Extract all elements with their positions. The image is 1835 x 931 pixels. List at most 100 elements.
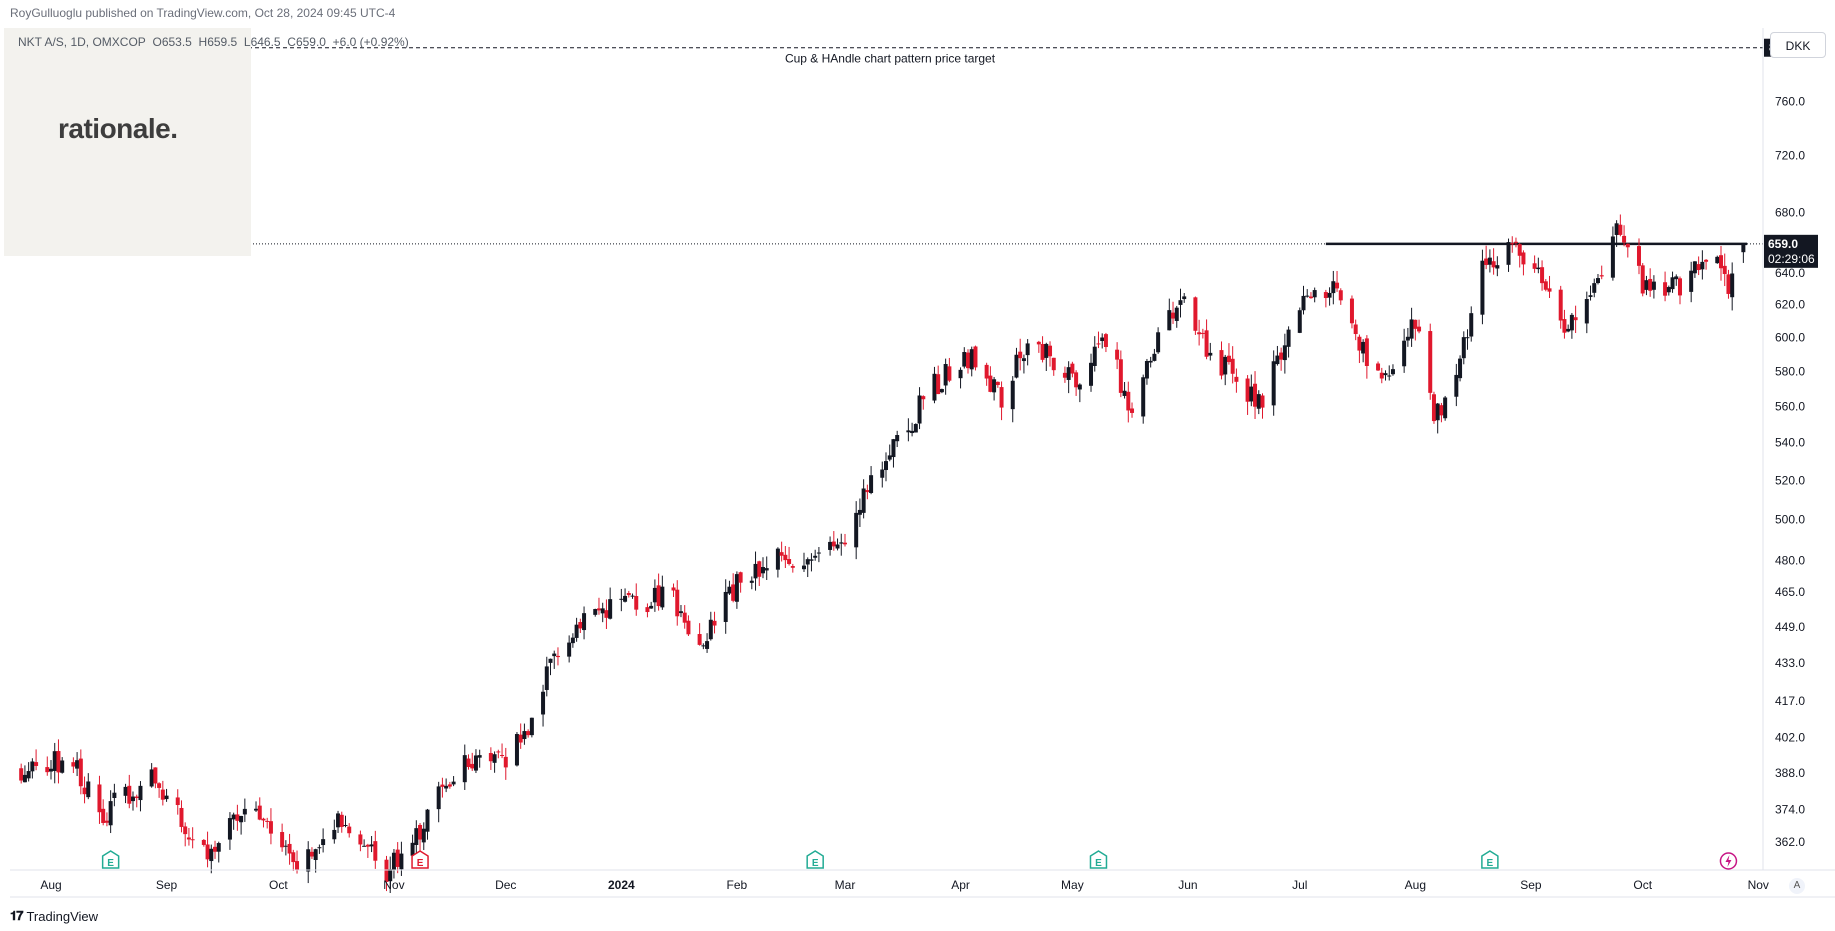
candle-body — [216, 843, 221, 852]
candle-body — [1465, 337, 1470, 339]
candle-body — [1353, 324, 1358, 335]
candle-body — [373, 841, 378, 861]
candle-body — [1200, 332, 1205, 334]
candle — [201, 839, 206, 847]
candle — [1387, 365, 1392, 381]
symbol-name: NKT A/S, 1D, OMXCOP — [18, 35, 146, 49]
candle — [164, 788, 169, 802]
last-price-label: 659.0 — [1768, 237, 1798, 251]
y-tick-label: 402.0 — [1775, 730, 1805, 744]
candle — [1115, 342, 1120, 370]
y-tick-label: 374.0 — [1775, 802, 1805, 816]
candle-body — [1074, 372, 1079, 388]
candle — [1353, 319, 1358, 341]
candle-body — [775, 548, 780, 570]
candle-body — [1390, 369, 1395, 375]
candle-body — [1018, 351, 1023, 359]
tradingview-footer[interactable]: 𝟏𝟕 TradingView — [10, 908, 98, 924]
candle-body — [809, 559, 814, 561]
candle — [1092, 336, 1097, 372]
candle — [939, 388, 944, 394]
candle — [1562, 309, 1567, 339]
candle — [1171, 301, 1176, 324]
candle-body — [1495, 265, 1500, 269]
candle-body — [1383, 373, 1388, 376]
candle-body — [656, 585, 661, 607]
currency-button[interactable]: DKK — [1770, 32, 1826, 58]
candle — [887, 444, 892, 462]
candle — [440, 777, 445, 798]
candle — [365, 843, 370, 858]
auto-scale-button[interactable]: A — [1789, 878, 1805, 894]
candle — [608, 587, 613, 620]
candle-body — [895, 435, 900, 442]
candle — [1297, 307, 1302, 334]
earnings-marker-icon: E — [806, 850, 824, 869]
candle-body — [805, 559, 810, 565]
candle — [1130, 402, 1135, 418]
candle — [1010, 376, 1015, 423]
candle-body — [727, 586, 732, 594]
candle-body — [1279, 352, 1284, 360]
candle-body — [231, 814, 236, 820]
candle — [842, 533, 847, 547]
candle — [1666, 285, 1671, 296]
candle-body — [500, 754, 505, 756]
candle-body — [1648, 278, 1653, 291]
candle — [78, 749, 83, 795]
candle-body — [1435, 403, 1440, 421]
candle — [503, 747, 508, 780]
candle-body — [186, 837, 191, 840]
candle-body — [421, 828, 426, 843]
candle — [108, 790, 113, 834]
candle — [1312, 287, 1317, 303]
candle — [104, 812, 109, 827]
candle — [1036, 340, 1041, 353]
candle — [388, 856, 393, 893]
candle-body — [52, 751, 57, 771]
x-tick-label: May — [1061, 878, 1084, 892]
candle — [775, 547, 780, 578]
candle — [261, 817, 266, 828]
candle — [1245, 375, 1250, 415]
candle-body — [1230, 358, 1235, 374]
candle-body — [1171, 312, 1176, 319]
candle — [582, 606, 587, 640]
candle-body — [630, 595, 635, 597]
candle — [727, 580, 732, 596]
candle — [1234, 368, 1239, 393]
candle — [1021, 354, 1026, 374]
candle-body — [1730, 273, 1735, 298]
candle-body — [1286, 329, 1291, 347]
candle — [369, 836, 374, 853]
candle-body — [473, 755, 478, 771]
candle — [801, 552, 806, 572]
candle-body — [1096, 343, 1101, 345]
candle-body — [1275, 355, 1280, 365]
candle — [421, 822, 426, 851]
candle-body — [529, 717, 534, 736]
candle-body — [686, 620, 691, 635]
candle-body — [1014, 354, 1019, 378]
candle-body — [451, 781, 456, 785]
candle-body — [1443, 397, 1448, 419]
candle-body — [764, 568, 769, 571]
candle — [1219, 341, 1224, 380]
candle-body — [447, 784, 452, 787]
candle-body — [1115, 349, 1120, 360]
candle — [138, 781, 143, 812]
earnings-marker-icon: E — [411, 850, 429, 869]
candle-body — [813, 555, 818, 558]
candle-body — [708, 619, 713, 640]
candle-body — [1547, 288, 1552, 292]
candle — [544, 656, 549, 697]
candle — [805, 557, 810, 578]
candle-body — [1197, 332, 1202, 335]
candle — [623, 588, 628, 603]
candle — [1517, 243, 1522, 268]
candle-body — [552, 653, 557, 657]
candle — [1077, 383, 1082, 403]
candle — [1364, 335, 1369, 379]
